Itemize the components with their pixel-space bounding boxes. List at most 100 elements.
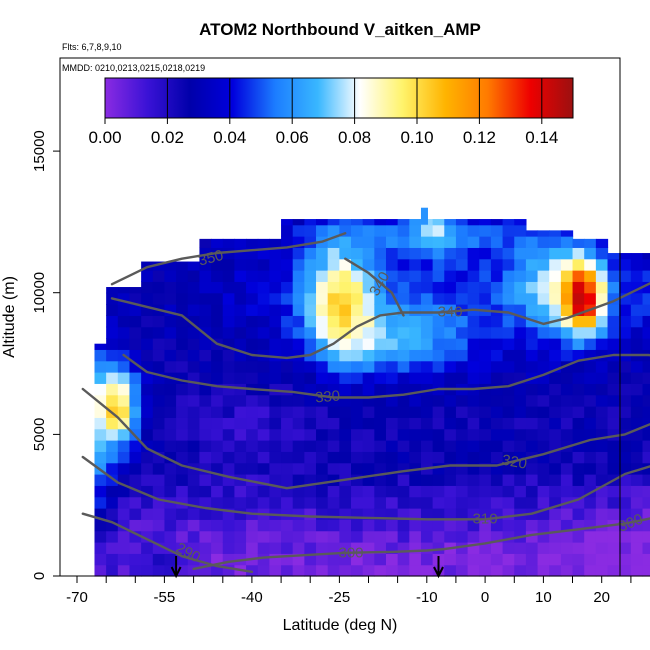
contour-label: 300: [338, 544, 363, 561]
heatmap-cell: [572, 372, 585, 384]
heatmap-cell: [117, 440, 131, 452]
heatmap-cell: [502, 451, 515, 464]
colorbar-tick-label: 0.04: [213, 128, 246, 147]
heatmap-cell: [467, 394, 480, 407]
heatmap-cell: [269, 338, 282, 350]
heatmap-cell: [607, 281, 620, 294]
x-tick-label: -25: [329, 589, 351, 606]
heatmap-cell: [327, 474, 340, 486]
heatmap-cell: [619, 292, 632, 305]
heatmap-cell: [339, 564, 352, 577]
heatmap-cell: [281, 428, 294, 441]
heatmap-cell: [432, 440, 445, 452]
heatmap-cell: [339, 281, 352, 294]
heatmap-cell: [234, 372, 247, 384]
heatmap-cell: [455, 542, 469, 554]
heatmap-cell: [281, 519, 294, 532]
heatmap-cell: [316, 326, 329, 339]
heatmap-cell: [444, 224, 457, 237]
heatmap-cell: [351, 542, 364, 554]
heatmap-cell: [409, 349, 422, 362]
heatmap-cell: [525, 270, 539, 282]
heatmap-cell: [152, 553, 166, 566]
heatmap-cell: [479, 270, 492, 282]
heatmap-cell: [246, 406, 259, 418]
heatmap-cell: [479, 383, 492, 396]
heatmap-cell: [327, 508, 340, 520]
heatmap-cell: [502, 496, 515, 509]
heatmap-cell: [514, 542, 527, 554]
heatmap-cell: [537, 417, 550, 430]
heatmap-cell: [246, 542, 259, 554]
heatmap-cell: [479, 281, 492, 294]
heatmap-cell: [106, 372, 119, 384]
heatmap-cell: [292, 428, 305, 441]
heatmap-cell: [94, 343, 107, 350]
heatmap-cell: [560, 485, 574, 498]
heatmap-cell: [304, 394, 317, 407]
heatmap-cell: [327, 485, 340, 498]
heatmap-cell: [141, 292, 154, 305]
heatmap-cell: [117, 406, 131, 418]
heatmap-cell: [432, 406, 445, 418]
heatmap-cell: [409, 440, 422, 452]
heatmap-cell: [420, 326, 434, 339]
heatmap-cell: [385, 440, 399, 452]
heatmap-cell: [549, 530, 562, 543]
heatmap-cell: [595, 315, 609, 328]
heatmap-cell: [514, 383, 527, 396]
heatmap-cell: [584, 451, 597, 464]
heatmap-cell: [514, 338, 527, 350]
heatmap-cell: [281, 349, 294, 362]
heatmap-cell: [152, 519, 166, 532]
heatmap-cell: [409, 542, 422, 554]
heatmap-cell: [525, 406, 539, 418]
heatmap-cell: [432, 474, 445, 486]
heatmap-cell: [304, 247, 317, 260]
heatmap-cell: [455, 417, 469, 430]
heatmap-cell: [316, 485, 329, 498]
heatmap-cell: [619, 383, 632, 396]
heatmap-cell: [572, 519, 585, 532]
heatmap-cell: [607, 258, 620, 271]
heatmap-cell: [525, 281, 539, 294]
heatmap-cell: [199, 281, 212, 294]
heatmap-cell: [234, 530, 247, 543]
heatmap-cell: [514, 372, 527, 384]
heatmap-cell: [141, 485, 154, 498]
heatmap-cell: [607, 394, 620, 407]
heatmap-cell: [397, 553, 410, 566]
heatmap-cell: [269, 238, 282, 248]
heatmap-cell: [455, 496, 469, 509]
heatmap-cell: [339, 338, 352, 350]
heatmap-cell: [164, 394, 177, 407]
heatmap-cell: [432, 372, 445, 384]
heatmap-cell: [584, 417, 597, 430]
heatmap-cell: [560, 462, 574, 475]
heatmap-cell: [351, 292, 364, 305]
heatmap-cell: [304, 326, 317, 339]
heatmap-cell: [467, 292, 480, 305]
heatmap-cell: [257, 258, 270, 271]
heatmap-cell: [549, 372, 562, 384]
heatmap-cell: [164, 315, 177, 328]
heatmap-cell: [455, 292, 469, 305]
heatmap-cell: [141, 542, 154, 554]
heatmap-cell: [525, 349, 539, 362]
heatmap-cell: [514, 406, 527, 418]
heatmap-cell: [514, 417, 527, 430]
heatmap-cell: [444, 315, 457, 328]
heatmap-cell: [176, 474, 189, 486]
heatmap-cell: [141, 474, 154, 486]
heatmap-cell: [397, 315, 410, 328]
heatmap-cell: [327, 304, 340, 316]
heatmap-cell: [304, 236, 317, 248]
heatmap-cell: [187, 338, 201, 350]
heatmap-cell: [106, 451, 119, 464]
heatmap-cell: [537, 406, 550, 418]
heatmap-cell: [420, 519, 434, 532]
heatmap-cell: [269, 474, 282, 486]
heatmap-cell: [432, 304, 445, 316]
heatmap-cell: [455, 219, 469, 226]
heatmap-cell: [246, 270, 259, 282]
